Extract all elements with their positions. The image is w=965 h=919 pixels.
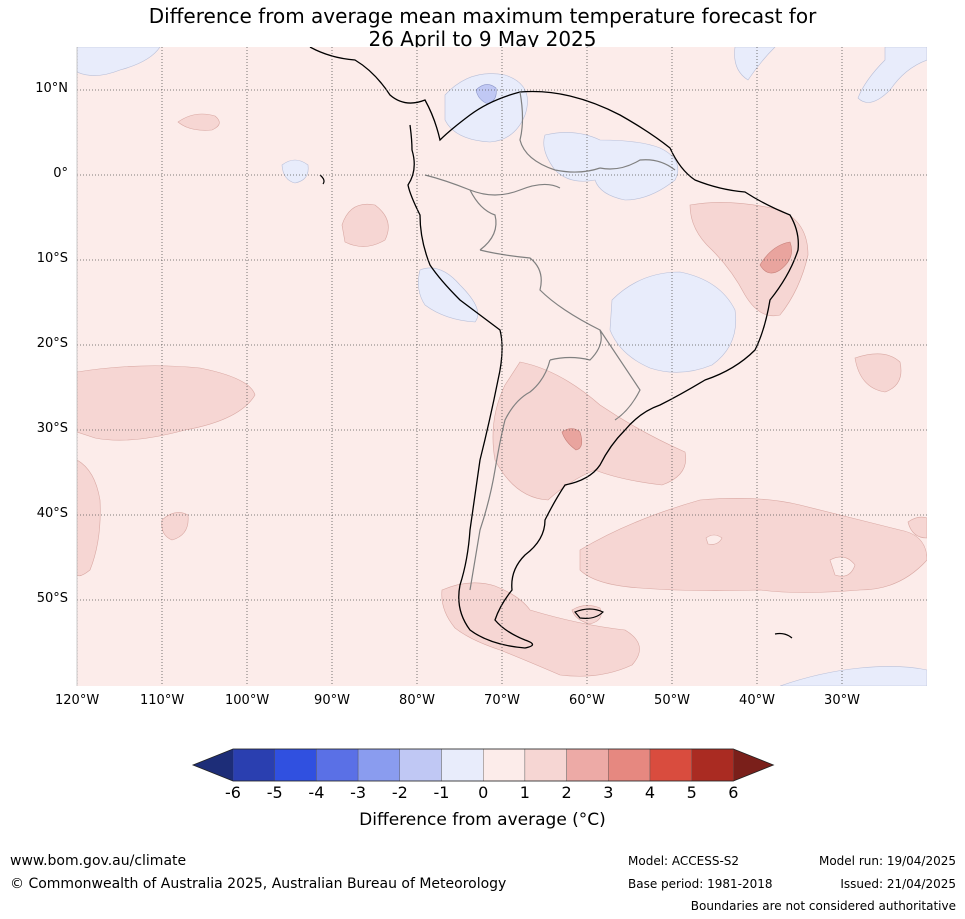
colorbar bbox=[191, 748, 775, 782]
longitude-label: 100°W bbox=[225, 693, 270, 708]
colorbar-segment bbox=[441, 748, 484, 782]
longitude-label: 40°W bbox=[739, 693, 775, 708]
longitude-label: 110°W bbox=[140, 693, 185, 708]
colorbar-tick-label: 1 bbox=[519, 783, 530, 802]
latitude-label: 0° bbox=[53, 166, 68, 181]
longitude-label: 90°W bbox=[314, 693, 350, 708]
footer-disclaimer: Boundaries are not considered authoritat… bbox=[690, 899, 956, 913]
colorbar-under-triangle bbox=[193, 749, 233, 781]
colorbar-segment bbox=[316, 748, 359, 782]
latitude-label: 30°S bbox=[36, 421, 68, 436]
colorbar-segment bbox=[608, 748, 651, 782]
latitude-label: 50°S bbox=[36, 591, 68, 606]
footer-model: Model: ACCESS-S2 bbox=[628, 854, 740, 868]
colorbar-segment bbox=[399, 748, 442, 782]
footer-website: www.bom.gov.au/climate bbox=[10, 853, 187, 869]
colorbar-tick-label: -3 bbox=[350, 783, 367, 802]
colorbar-label: Difference from average (°C) bbox=[359, 810, 606, 830]
footer-copyright: © Commonwealth of Australia 2025, Austra… bbox=[10, 876, 507, 892]
colorbar-segment bbox=[483, 748, 526, 782]
colorbar-segment bbox=[691, 748, 734, 782]
colorbar-outline bbox=[191, 748, 775, 782]
colorbar-segment bbox=[566, 748, 609, 782]
longitude-label: 60°W bbox=[569, 693, 605, 708]
latitude-label: 10°S bbox=[36, 251, 68, 266]
colorbar-tick-label: 0 bbox=[478, 783, 489, 802]
country-borders bbox=[424, 91, 676, 591]
negative-hotspot bbox=[475, 84, 497, 105]
colorbar-segment bbox=[274, 748, 317, 782]
colorbar-tick-label: -4 bbox=[308, 783, 325, 802]
colorbar-segment bbox=[232, 748, 275, 782]
latitude-label: 10°N bbox=[35, 81, 68, 96]
colorbar-over-triangle bbox=[733, 749, 774, 781]
colorbar-segment bbox=[357, 748, 401, 782]
positive-anomaly-regions bbox=[77, 113, 927, 677]
longitude-label: 50°W bbox=[654, 693, 690, 708]
colorbar-tick-label: 3 bbox=[603, 783, 614, 802]
latitude-label: 40°S bbox=[36, 506, 68, 521]
map-title-line2: 26 April to 9 May 2025 bbox=[368, 27, 597, 51]
graticule bbox=[77, 47, 927, 686]
colorbar-segment bbox=[524, 748, 567, 782]
colorbar-tick-label: 2 bbox=[561, 783, 572, 802]
colorbar-tick-label: -5 bbox=[266, 783, 283, 802]
latitude-label: 20°S bbox=[36, 336, 68, 351]
colorbar-tick-label: 6 bbox=[728, 783, 739, 802]
colorbar-tick-label: -6 bbox=[225, 783, 241, 802]
map-title-line1: Difference from average mean maximum tem… bbox=[148, 4, 817, 28]
coastline-south-america bbox=[309, 47, 799, 649]
footer-issued: Issued: 21/04/2025 bbox=[840, 877, 956, 891]
islands bbox=[319, 174, 793, 639]
longitude-label: 80°W bbox=[399, 693, 435, 708]
colorbar-tick-label: 5 bbox=[686, 783, 697, 802]
strong-positive-regions bbox=[561, 241, 792, 451]
footer-base-period: Base period: 1981-2018 bbox=[628, 877, 773, 891]
colorbar-tick-label: -2 bbox=[391, 783, 408, 802]
longitude-label: 30°W bbox=[824, 693, 860, 708]
longitude-label: 120°W bbox=[55, 693, 100, 708]
footer-model-run: Model run: 19/04/2025 bbox=[818, 854, 956, 868]
colorbar-tick-label: 4 bbox=[644, 783, 656, 802]
longitude-label: 70°W bbox=[484, 693, 520, 708]
negative-anomaly-regions bbox=[77, 47, 927, 686]
colorbar-segment bbox=[649, 748, 692, 782]
colorbar-tick-label: -1 bbox=[433, 783, 450, 802]
